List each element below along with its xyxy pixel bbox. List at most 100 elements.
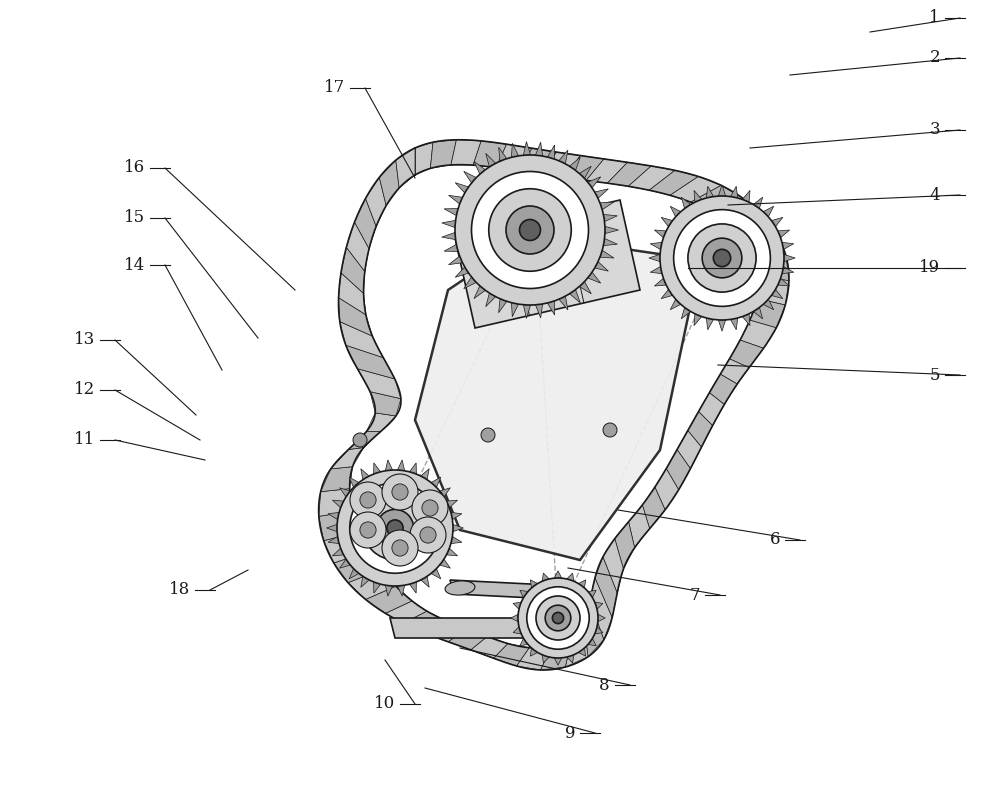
Text: 6: 6 bbox=[770, 531, 780, 549]
Polygon shape bbox=[782, 266, 794, 274]
Circle shape bbox=[392, 540, 408, 556]
Circle shape bbox=[472, 171, 588, 288]
Polygon shape bbox=[340, 321, 383, 358]
Polygon shape bbox=[453, 524, 463, 531]
Polygon shape bbox=[350, 165, 762, 648]
Polygon shape bbox=[340, 559, 350, 568]
Polygon shape bbox=[366, 413, 396, 432]
Polygon shape bbox=[595, 602, 603, 609]
Polygon shape bbox=[440, 559, 450, 568]
Polygon shape bbox=[331, 447, 364, 469]
Polygon shape bbox=[771, 289, 783, 299]
Polygon shape bbox=[628, 166, 675, 190]
Polygon shape bbox=[361, 576, 369, 587]
Circle shape bbox=[360, 492, 376, 508]
Polygon shape bbox=[694, 314, 702, 325]
Circle shape bbox=[603, 423, 617, 437]
Polygon shape bbox=[319, 140, 789, 670]
Polygon shape bbox=[397, 586, 405, 596]
Polygon shape bbox=[397, 460, 405, 471]
Circle shape bbox=[382, 474, 418, 510]
Polygon shape bbox=[584, 601, 604, 657]
Text: 1: 1 bbox=[929, 9, 940, 27]
Text: 14: 14 bbox=[124, 256, 145, 274]
Polygon shape bbox=[605, 226, 618, 233]
Polygon shape bbox=[567, 573, 574, 582]
Polygon shape bbox=[607, 163, 651, 186]
Circle shape bbox=[552, 612, 564, 623]
Text: 18: 18 bbox=[169, 582, 190, 598]
Text: 15: 15 bbox=[124, 210, 145, 226]
Polygon shape bbox=[520, 590, 528, 597]
Polygon shape bbox=[415, 142, 433, 175]
Polygon shape bbox=[554, 658, 562, 665]
Text: 13: 13 bbox=[74, 332, 95, 348]
Circle shape bbox=[536, 596, 580, 640]
Polygon shape bbox=[681, 307, 691, 319]
Polygon shape bbox=[650, 242, 662, 249]
Circle shape bbox=[713, 249, 731, 266]
Text: 8: 8 bbox=[599, 677, 610, 693]
Polygon shape bbox=[385, 460, 393, 471]
Polygon shape bbox=[588, 177, 601, 188]
Polygon shape bbox=[753, 197, 763, 208]
Polygon shape bbox=[706, 186, 714, 198]
Polygon shape bbox=[570, 289, 580, 303]
Polygon shape bbox=[431, 568, 441, 578]
Circle shape bbox=[520, 219, 540, 241]
Polygon shape bbox=[600, 202, 614, 210]
Polygon shape bbox=[341, 248, 365, 293]
Polygon shape bbox=[523, 305, 531, 318]
Polygon shape bbox=[763, 206, 774, 217]
Circle shape bbox=[422, 500, 438, 516]
Polygon shape bbox=[629, 505, 650, 548]
Polygon shape bbox=[511, 303, 519, 317]
Circle shape bbox=[350, 482, 386, 518]
Circle shape bbox=[360, 522, 376, 538]
Circle shape bbox=[688, 224, 756, 292]
Circle shape bbox=[410, 517, 446, 553]
Polygon shape bbox=[540, 638, 572, 670]
Polygon shape bbox=[511, 614, 518, 622]
Polygon shape bbox=[455, 182, 469, 193]
Ellipse shape bbox=[445, 581, 475, 595]
Text: 19: 19 bbox=[919, 259, 940, 277]
Polygon shape bbox=[535, 142, 543, 156]
Circle shape bbox=[350, 512, 386, 548]
Polygon shape bbox=[603, 238, 617, 245]
Polygon shape bbox=[332, 548, 344, 556]
Polygon shape bbox=[567, 655, 574, 663]
Polygon shape bbox=[711, 198, 762, 223]
Polygon shape bbox=[442, 220, 456, 228]
Polygon shape bbox=[396, 148, 415, 188]
Polygon shape bbox=[385, 586, 393, 596]
Polygon shape bbox=[579, 281, 591, 294]
Text: 16: 16 bbox=[124, 160, 145, 177]
Text: 5: 5 bbox=[930, 366, 940, 384]
Text: 3: 3 bbox=[929, 122, 940, 138]
Polygon shape bbox=[319, 511, 360, 541]
Polygon shape bbox=[750, 299, 785, 328]
Polygon shape bbox=[590, 578, 612, 640]
Polygon shape bbox=[598, 614, 605, 622]
Polygon shape bbox=[763, 299, 774, 310]
Polygon shape bbox=[731, 215, 777, 238]
Polygon shape bbox=[535, 304, 543, 318]
Circle shape bbox=[489, 189, 571, 271]
Polygon shape bbox=[554, 571, 562, 578]
Polygon shape bbox=[486, 153, 496, 167]
Circle shape bbox=[420, 527, 436, 543]
Polygon shape bbox=[494, 644, 529, 666]
Polygon shape bbox=[588, 272, 601, 283]
Polygon shape bbox=[778, 230, 790, 237]
Polygon shape bbox=[513, 626, 521, 634]
Polygon shape bbox=[784, 255, 795, 262]
Polygon shape bbox=[339, 298, 372, 336]
Polygon shape bbox=[450, 580, 574, 600]
Text: 2: 2 bbox=[929, 50, 940, 67]
Polygon shape bbox=[615, 522, 635, 569]
Polygon shape bbox=[730, 186, 738, 198]
Polygon shape bbox=[444, 244, 458, 252]
Circle shape bbox=[660, 196, 784, 320]
Polygon shape bbox=[327, 524, 337, 531]
